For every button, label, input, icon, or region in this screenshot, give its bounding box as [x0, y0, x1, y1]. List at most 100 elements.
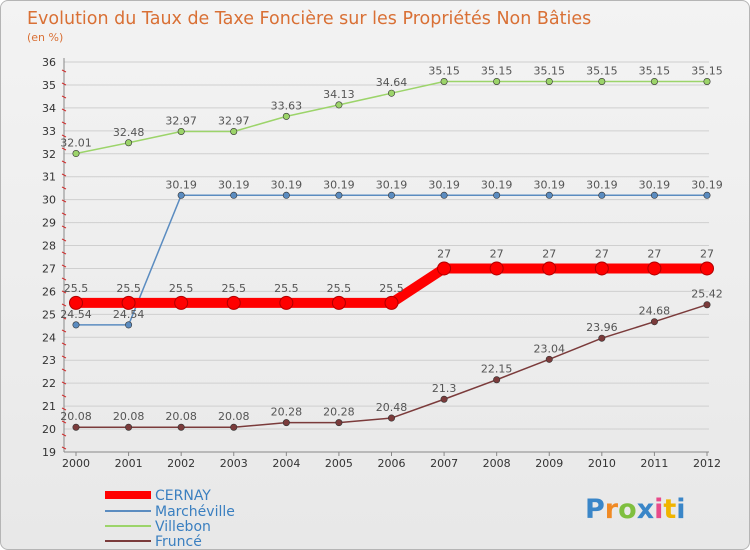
data-point — [282, 419, 290, 427]
data-point — [72, 423, 80, 431]
x-tick-labels: 2000 2001 2002 2003 2004 2005 2006 2007 2008 2009… — [62, 457, 721, 470]
data-label: 25.42 — [691, 288, 723, 301]
x-tick-label: 2006 — [378, 457, 406, 470]
y-tick-label: 24 — [42, 331, 56, 344]
data-label: 24.54 — [113, 308, 145, 321]
logo-letter: i — [676, 494, 685, 525]
y-tick-label: 34 — [42, 102, 56, 115]
data-label: 22.15 — [481, 363, 513, 376]
data-point — [647, 261, 662, 276]
data-point — [230, 128, 238, 136]
data-point — [335, 191, 343, 199]
data-point — [594, 261, 609, 276]
data-label: 32.48 — [113, 126, 145, 139]
data-point — [121, 295, 136, 310]
y-axis-minor-tick — [61, 147, 67, 151]
data-label: 20.08 — [60, 410, 92, 423]
x-tick-label: 2011 — [640, 457, 668, 470]
data-label: 35.15 — [586, 65, 618, 78]
data-label: 25.5 — [116, 282, 141, 295]
data-label: 30.19 — [323, 178, 355, 191]
series-lines — [69, 78, 714, 431]
y-axis-minor-tick — [61, 82, 67, 86]
data-label: 30.19 — [165, 178, 197, 191]
y-axis-minor-tick — [61, 368, 67, 372]
chart-title: Evolution du Taux de Taxe Foncière sur l… — [27, 9, 591, 29]
y-axis-minor-tick — [61, 121, 67, 125]
y-axis-minor-tick — [61, 95, 67, 99]
y-axis-minor-tick — [61, 212, 67, 216]
data-point — [230, 423, 238, 431]
data-point — [703, 191, 711, 199]
logo-letter: i — [654, 494, 663, 525]
y-tick-labels: 19 20 21 22 23 24 25 26 27 28 29 30 31 32 33 34 35 36 — [42, 56, 56, 459]
y-tick-label: 28 — [42, 240, 56, 253]
y-axis-minor-tick — [61, 407, 67, 411]
data-label: 24.68 — [639, 305, 671, 318]
axes — [61, 58, 709, 456]
data-label: 30.19 — [691, 178, 723, 191]
y-axis-minor-tick — [61, 251, 67, 255]
y-axis-minor-tick — [61, 420, 67, 424]
y-axis-minor-tick — [61, 329, 67, 333]
data-point — [125, 139, 133, 147]
logo-letter: r — [605, 494, 619, 525]
y-axis-minor-tick — [61, 173, 67, 177]
data-label: 32.01 — [60, 137, 92, 150]
y-axis-minor-tick — [61, 199, 67, 203]
data-point — [440, 191, 448, 199]
y-tick-label: 33 — [42, 125, 56, 138]
data-label: 20.08 — [165, 410, 197, 423]
x-tick-label: 2008 — [483, 457, 511, 470]
data-label: 34.13 — [323, 88, 355, 101]
data-point — [493, 78, 501, 86]
data-point — [598, 334, 606, 342]
y-tick-label: 31 — [42, 171, 56, 184]
data-label: 35.15 — [691, 65, 723, 78]
y-tick-label: 22 — [42, 377, 56, 390]
data-point — [700, 261, 714, 276]
data-label: 20.08 — [113, 410, 145, 423]
data-point — [387, 191, 395, 199]
grid-lines — [64, 61, 709, 430]
data-point — [72, 150, 80, 158]
x-tick-label: 2007 — [430, 457, 458, 470]
data-point — [331, 295, 346, 310]
data-point — [387, 414, 395, 422]
data-label: 24.54 — [60, 308, 92, 321]
y-tick-label: 23 — [42, 354, 56, 367]
y-axis-minor-tick — [61, 316, 67, 320]
data-label: 30.19 — [534, 178, 566, 191]
data-point — [703, 301, 711, 309]
x-tick-label: 2004 — [272, 457, 300, 470]
data-label: 25.5 — [274, 282, 299, 295]
data-label: 27 — [647, 247, 661, 260]
data-label: 30.19 — [428, 178, 460, 191]
logo-letter: x — [637, 494, 654, 525]
y-tick-label: 27 — [42, 262, 56, 275]
data-point — [703, 78, 711, 86]
y-tick-label: 29 — [42, 217, 56, 230]
data-point — [279, 295, 294, 310]
y-axis-minor-tick — [61, 394, 67, 398]
data-point — [177, 191, 185, 199]
legend-label: Villebon — [155, 519, 211, 535]
x-tick-label: 2000 — [62, 457, 90, 470]
data-point — [650, 191, 658, 199]
x-tick-label: 2009 — [535, 457, 563, 470]
data-point — [72, 321, 80, 329]
data-point — [545, 355, 553, 363]
x-tick-label: 2001 — [115, 457, 143, 470]
y-axis-minor-tick — [61, 303, 67, 307]
legend-label: Fruncé — [155, 534, 202, 550]
data-label: 30.19 — [271, 178, 303, 191]
data-label: 30.19 — [639, 178, 671, 191]
data-point — [69, 295, 83, 310]
data-label: 30.19 — [376, 178, 408, 191]
y-axis-minor-tick — [61, 238, 67, 242]
data-point — [440, 395, 448, 403]
data-label: 27 — [595, 247, 609, 260]
data-label: 35.15 — [428, 65, 460, 78]
